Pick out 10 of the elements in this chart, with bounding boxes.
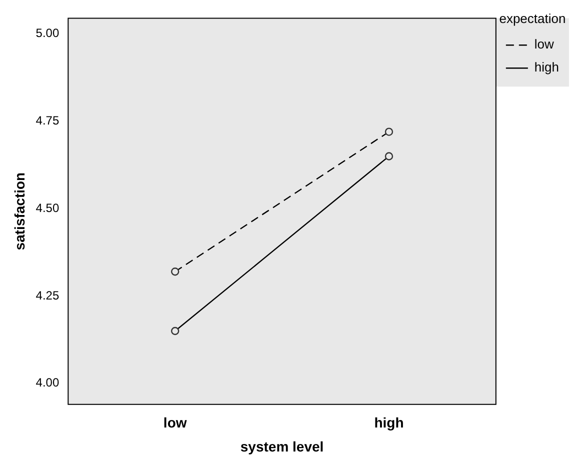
x-axis-title: system level — [240, 438, 324, 454]
y-axis-title: satisfaction — [11, 172, 28, 250]
y-tick-label: 4.00 — [36, 376, 60, 390]
legend-label: high — [534, 60, 559, 75]
legend-label: low — [534, 36, 555, 52]
y-tick-label: 4.50 — [36, 200, 60, 215]
legend-title: expectation — [499, 11, 566, 26]
y-tick-label: 4.75 — [36, 114, 60, 128]
y-tick-label: 4.25 — [36, 288, 60, 302]
y-tick-label: 5.00 — [36, 26, 60, 40]
